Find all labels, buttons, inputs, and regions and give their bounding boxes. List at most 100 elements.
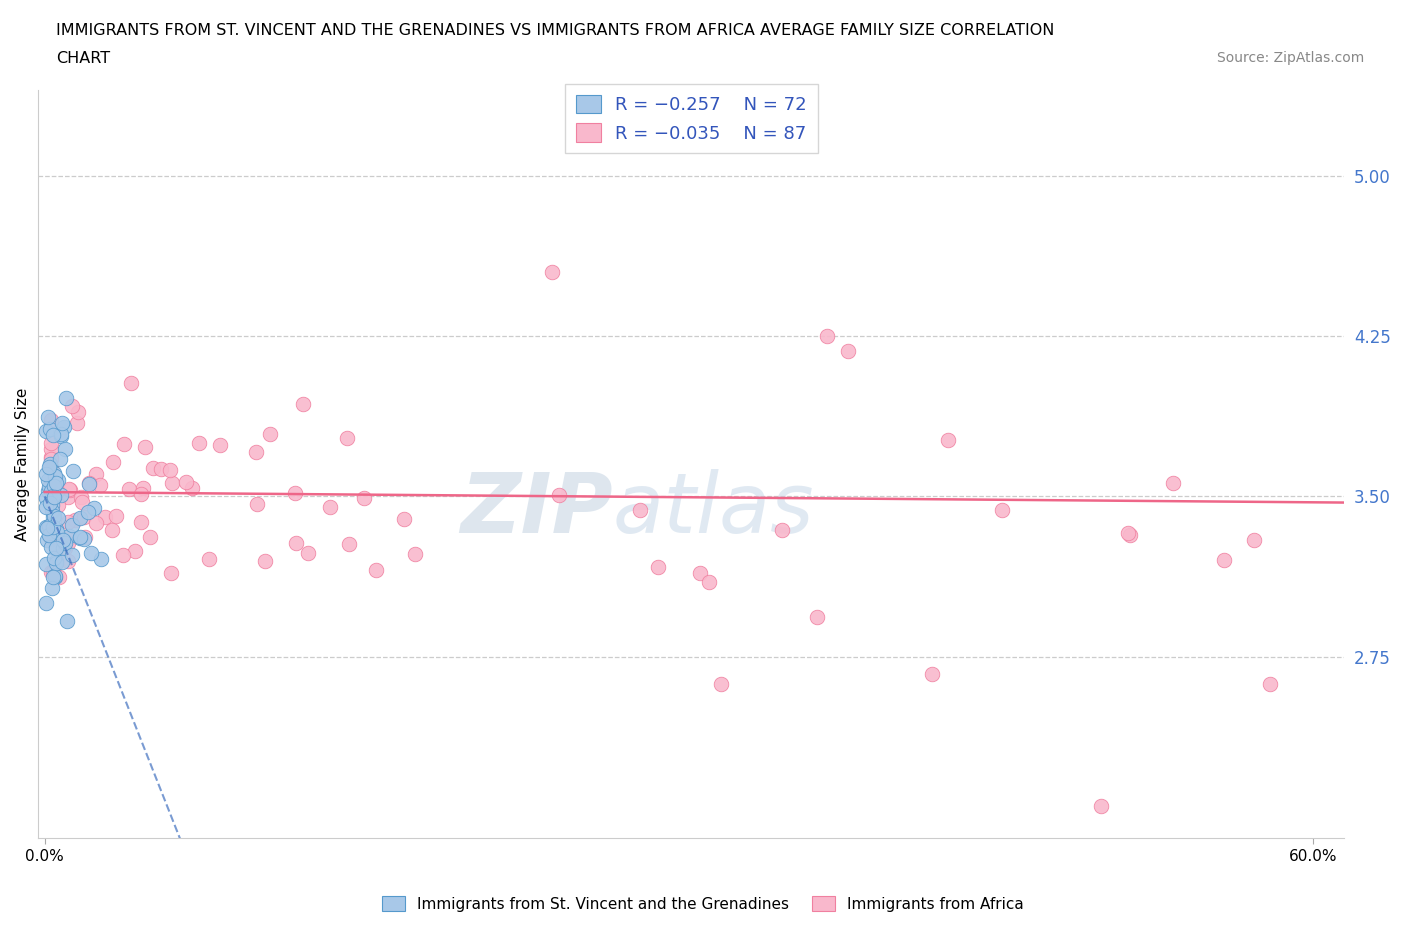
Point xyxy=(101,523,124,538)
Point xyxy=(86,516,108,531)
Point xyxy=(69,489,91,504)
Point xyxy=(44,568,66,583)
Point xyxy=(35,595,58,610)
Point xyxy=(58,531,80,546)
Point xyxy=(73,510,96,525)
Point xyxy=(38,460,60,475)
Point xyxy=(689,565,711,580)
Point xyxy=(39,495,62,510)
Point xyxy=(118,482,141,497)
Point xyxy=(39,452,62,467)
Point xyxy=(58,482,80,497)
Point xyxy=(921,667,943,682)
Point xyxy=(39,496,62,511)
Point xyxy=(46,484,69,498)
Point xyxy=(45,475,67,490)
Point xyxy=(69,531,91,546)
Point xyxy=(42,510,65,525)
Point xyxy=(628,502,651,517)
Point xyxy=(142,461,165,476)
Point xyxy=(120,376,142,391)
Text: CHART: CHART xyxy=(56,51,110,66)
Point xyxy=(176,474,198,489)
Point xyxy=(39,435,62,450)
Point xyxy=(806,609,828,624)
Point xyxy=(42,469,65,484)
Point xyxy=(52,540,75,555)
Point xyxy=(55,540,77,555)
Point xyxy=(353,491,375,506)
Point xyxy=(770,523,793,538)
Point xyxy=(42,465,65,480)
Point xyxy=(51,416,73,431)
Y-axis label: Average Family Size: Average Family Size xyxy=(15,388,30,541)
Point xyxy=(41,570,63,585)
Point xyxy=(83,501,105,516)
Point xyxy=(35,556,58,571)
Point xyxy=(41,498,63,512)
Point xyxy=(131,481,153,496)
Point xyxy=(55,391,77,405)
Point xyxy=(80,546,103,561)
Point xyxy=(336,431,359,445)
Point xyxy=(129,486,152,501)
Point xyxy=(89,478,111,493)
Point xyxy=(60,399,83,414)
Point xyxy=(46,525,69,539)
Point xyxy=(41,413,63,428)
Point xyxy=(42,488,65,503)
Point xyxy=(39,442,62,457)
Point xyxy=(647,560,669,575)
Point xyxy=(37,409,59,424)
Point xyxy=(53,442,76,457)
Point xyxy=(60,548,83,563)
Point xyxy=(39,484,62,498)
Point xyxy=(51,554,73,569)
Point xyxy=(39,457,62,472)
Point xyxy=(259,427,281,442)
Point xyxy=(284,485,307,500)
Point xyxy=(52,533,75,548)
Point xyxy=(44,569,66,584)
Point xyxy=(44,469,66,484)
Point xyxy=(59,483,82,498)
Point xyxy=(53,535,76,550)
Point xyxy=(548,488,571,503)
Point xyxy=(292,397,315,412)
Point xyxy=(297,545,319,560)
Point xyxy=(56,614,79,629)
Point xyxy=(936,432,959,447)
Point xyxy=(1243,533,1265,548)
Point xyxy=(103,455,125,470)
Point xyxy=(39,531,62,546)
Text: Source: ZipAtlas.com: Source: ZipAtlas.com xyxy=(1216,51,1364,65)
Point xyxy=(837,343,859,358)
Point xyxy=(285,535,308,550)
Point xyxy=(60,517,83,532)
Point xyxy=(69,511,91,525)
Point xyxy=(77,475,100,490)
Point xyxy=(76,504,98,519)
Point xyxy=(73,532,96,547)
Point xyxy=(991,502,1014,517)
Point xyxy=(1161,475,1184,490)
Point xyxy=(39,459,62,474)
Point xyxy=(1116,525,1139,540)
Point xyxy=(41,539,63,554)
Point xyxy=(58,514,80,529)
Point xyxy=(49,487,72,502)
Point xyxy=(38,422,60,437)
Point xyxy=(90,551,112,566)
Point xyxy=(139,529,162,544)
Point xyxy=(404,546,426,561)
Point xyxy=(35,490,58,505)
Point xyxy=(46,498,69,512)
Point xyxy=(45,553,67,568)
Point xyxy=(58,528,80,543)
Point xyxy=(41,428,63,443)
Point xyxy=(39,565,62,580)
Point xyxy=(246,497,269,512)
Point xyxy=(180,481,202,496)
Point xyxy=(42,479,65,494)
Point xyxy=(697,575,720,590)
